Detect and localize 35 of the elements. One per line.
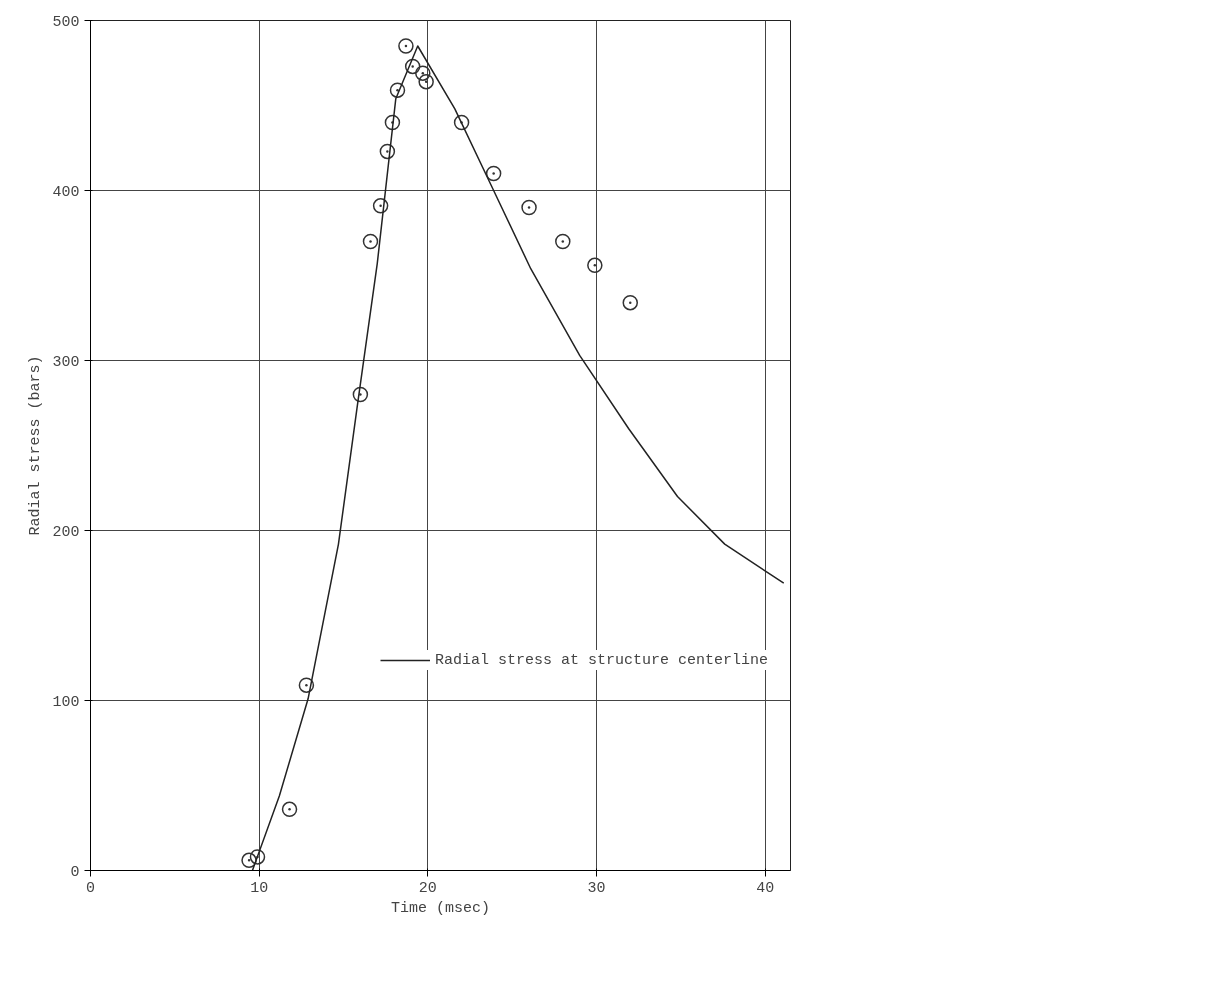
y-tick-label: 100 <box>52 693 80 711</box>
y-tick-label: 500 <box>52 13 80 31</box>
point <box>362 233 379 250</box>
point <box>398 38 414 54</box>
x-tick-label: 30 <box>587 879 606 897</box>
x-axis-title: Time (msec) <box>390 899 491 917</box>
point <box>352 386 369 403</box>
y-tick-label: 0 <box>70 863 80 881</box>
point <box>384 114 401 131</box>
x-tick-label: 20 <box>418 879 437 897</box>
point <box>415 65 431 81</box>
y-axis-title: Radial stress (bars) <box>27 355 45 536</box>
point <box>622 294 639 311</box>
point <box>587 257 603 274</box>
y-tick-label: 400 <box>52 183 80 201</box>
y-tick-label: 300 <box>52 353 80 371</box>
point <box>555 233 571 250</box>
point <box>372 198 389 214</box>
legend-label: Radial stress at structure centerline <box>435 651 769 669</box>
point <box>404 58 421 75</box>
point <box>241 852 257 869</box>
point <box>485 165 502 182</box>
point <box>453 114 470 131</box>
point <box>281 801 298 818</box>
point <box>521 199 537 216</box>
point <box>379 143 396 160</box>
line-series <box>251 45 785 871</box>
x-tick-label: 0 <box>86 879 96 897</box>
x-tick-label: 40 <box>756 879 775 897</box>
y-tick-label: 200 <box>52 523 80 541</box>
x-tick-label: 10 <box>250 879 269 897</box>
point <box>298 677 315 693</box>
point <box>418 73 434 90</box>
point <box>249 849 266 865</box>
point <box>389 82 406 98</box>
